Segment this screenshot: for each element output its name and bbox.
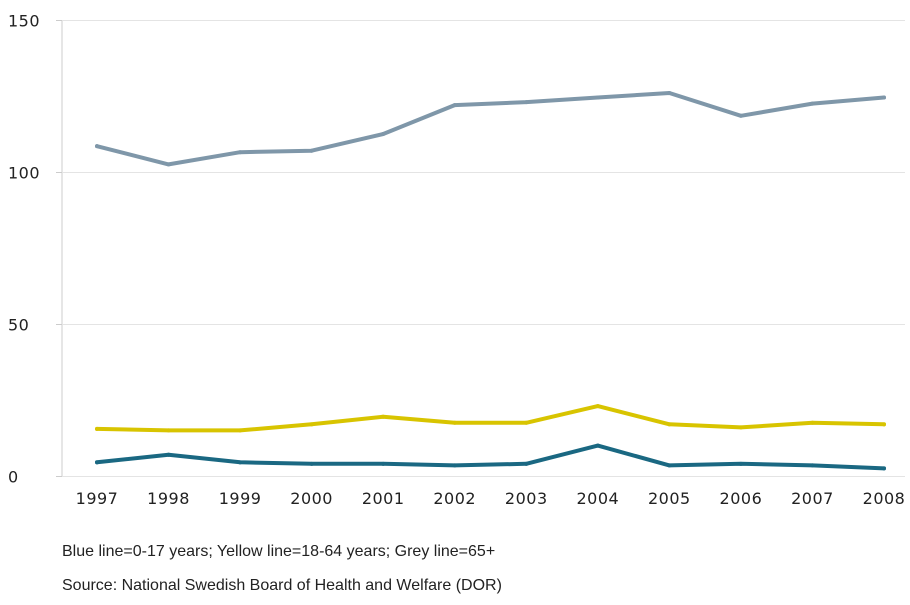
data-point [238,460,243,465]
data-point [667,90,672,95]
y-tick-label: 50 [8,316,29,335]
data-point [882,95,886,100]
data-point [166,452,171,457]
data-point [452,420,457,425]
x-tick-label: 2000 [290,489,333,508]
y-tick-label: 150 [8,12,40,31]
data-point [381,414,386,419]
x-tick-label: 2006 [720,489,763,508]
x-tick-label: 2004 [576,489,619,508]
data-point [381,132,386,136]
x-tick-label: 2001 [362,489,405,508]
data-point [166,162,171,167]
data-point [738,425,743,430]
y-axis-ticks: 0 50 100 150 [8,12,40,487]
series-line-3 [95,443,886,471]
data-point [810,101,815,106]
data-point [95,144,99,149]
data-point [738,461,743,466]
x-tick-label: 1999 [219,489,262,508]
data-point [309,148,314,153]
data-point [810,463,815,468]
data-point [810,420,815,425]
data-point [309,422,314,427]
data-point [524,420,529,425]
x-tick-label: 2003 [505,489,548,508]
series-lines [95,90,886,471]
data-point [452,463,457,468]
data-point [595,95,600,100]
line-chart: 0 50 100 150 1997 1998 1999 2000 2001 2002 2003 20… [8,12,906,508]
data-point [238,428,243,433]
x-tick-label: 2002 [433,489,476,508]
gridlines [56,20,905,477]
y-tick-label: 0 [8,468,19,487]
data-point [524,100,529,105]
series-line-2 [95,404,886,433]
data-point [595,443,600,448]
data-point [595,404,600,409]
data-point [524,461,529,466]
y-tick-label: 100 [8,164,40,183]
data-point [667,463,672,468]
source-note: Source: National Swedish Board of Health… [62,577,502,594]
data-point [882,466,886,471]
data-point [95,426,99,431]
x-tick-label: 1997 [76,489,119,508]
data-point [381,461,386,466]
x-tick-label: 2005 [648,489,691,508]
x-tick-label: 1998 [147,489,190,508]
data-point [738,113,743,118]
series-caption: Blue line=0-17 years; Yellow line=18-64 … [62,543,496,560]
x-tick-label: 2007 [791,489,834,508]
series-line-1 [95,91,886,167]
x-axis-ticks: 1997 1998 1999 2000 2001 2002 2003 2004 2005 2006… [76,489,906,508]
data-point [882,422,886,427]
data-point [95,460,99,465]
data-point [309,461,314,466]
data-point [166,428,171,433]
x-tick-label: 2008 [863,489,906,508]
data-point [452,103,457,108]
data-point [238,150,243,155]
data-point [667,422,672,427]
